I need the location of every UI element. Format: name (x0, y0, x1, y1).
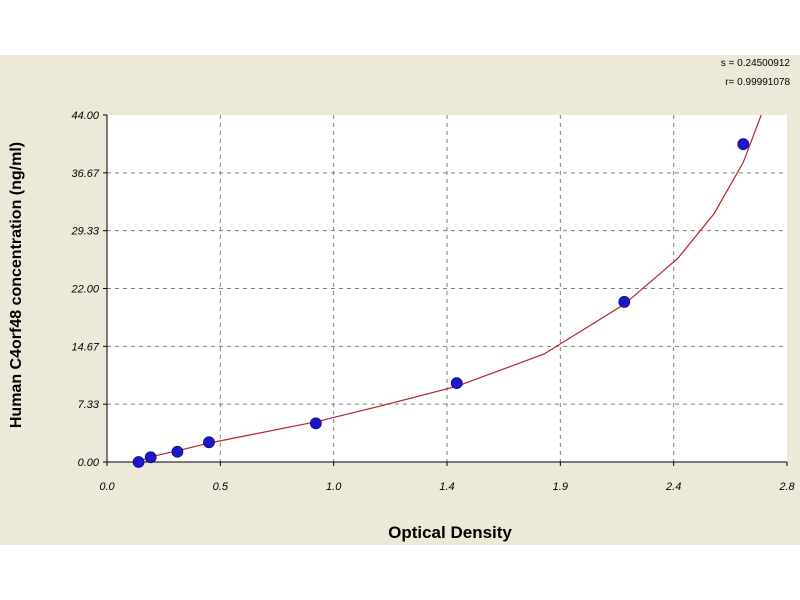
y-tick-label: 29.33 (70, 226, 99, 238)
x-tick-label: 2.8 (778, 481, 795, 493)
x-tick-label: 0.5 (213, 481, 229, 493)
y-tick-label: 44.00 (71, 110, 99, 122)
x-tick-label: 2.4 (665, 481, 681, 493)
x-tick-label: 1.4 (439, 481, 454, 493)
stat-r: r= 0.99991078 (725, 77, 790, 88)
y-tick-label: 22.00 (70, 284, 99, 296)
x-axis-label: Optical Density (388, 523, 512, 542)
y-tick-label: 36.67 (71, 168, 99, 180)
x-tick-label: 1.9 (553, 481, 568, 493)
data-point (132, 456, 145, 468)
data-point (144, 451, 157, 464)
x-tick-label: 1.0 (326, 481, 342, 493)
grid (107, 115, 787, 462)
data-point (450, 377, 463, 390)
x-tick-labels: 0.0 0.5 1.0 1.4 1.9 2.4 2.8 (99, 462, 796, 493)
x-tick-label: 0.0 (99, 481, 115, 493)
y-tick-label: 14.67 (71, 341, 99, 353)
data-point (618, 296, 631, 308)
data-points (132, 138, 750, 468)
data-point (171, 445, 184, 458)
y-tick-labels: 0.00 7.33 14.67 22.00 29.33 36.67 44.00 (70, 110, 107, 469)
y-axis-label: Human C4orf48 concentration (ng/ml) (8, 142, 25, 428)
fit-curve (134, 115, 762, 462)
y-tick-label: 0.00 (78, 457, 100, 469)
data-point (309, 417, 322, 430)
data-point (737, 138, 750, 151)
stat-s: s = 0.24500912 (721, 58, 791, 69)
data-point (203, 436, 215, 449)
y-tick-label: 7.33 (78, 399, 100, 411)
